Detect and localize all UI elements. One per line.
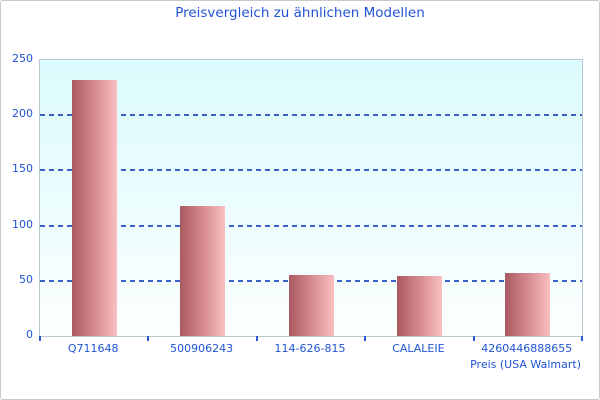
x-tick-mark	[147, 336, 150, 341]
bar-4260446888655	[505, 273, 551, 336]
chart-title: Preisvergleich zu ähnlichen Modellen	[175, 5, 425, 21]
gridline-200	[40, 114, 582, 117]
x-tick-label-4260446888655: 4260446888655	[481, 342, 573, 355]
y-tick-label: 0	[26, 328, 33, 341]
y-tick-label: 150	[12, 162, 33, 176]
x-tick-label-CALALEIE: CALALEIE	[392, 342, 445, 355]
x-tick-mark	[581, 336, 583, 341]
y-tick-label: 250	[12, 52, 33, 65]
x-tick-label-Q711648: Q711648	[67, 342, 119, 355]
x-tick-label-114-626-815: 114-626-815	[274, 342, 346, 355]
y-tick-label: 100	[12, 217, 33, 231]
x-tick-label-500906243: 500906243	[170, 342, 234, 355]
x-axis-title: Preis (USA Walmart)	[470, 358, 581, 371]
x-tick-mark	[255, 336, 258, 341]
bar-CALALEIE	[396, 276, 442, 336]
bar-500906243	[180, 205, 226, 336]
x-tick-mark	[472, 336, 475, 341]
gridline-150	[40, 169, 582, 172]
bar-Q711648	[71, 79, 117, 336]
gridline-100	[40, 224, 582, 227]
y-tick-label: 200	[12, 107, 33, 121]
bar-114-626-815	[288, 275, 334, 336]
y-tick-label: 50	[19, 272, 33, 286]
x-tick-mark	[364, 336, 367, 341]
plot-area	[39, 59, 583, 337]
x-tick-mark	[39, 336, 41, 341]
